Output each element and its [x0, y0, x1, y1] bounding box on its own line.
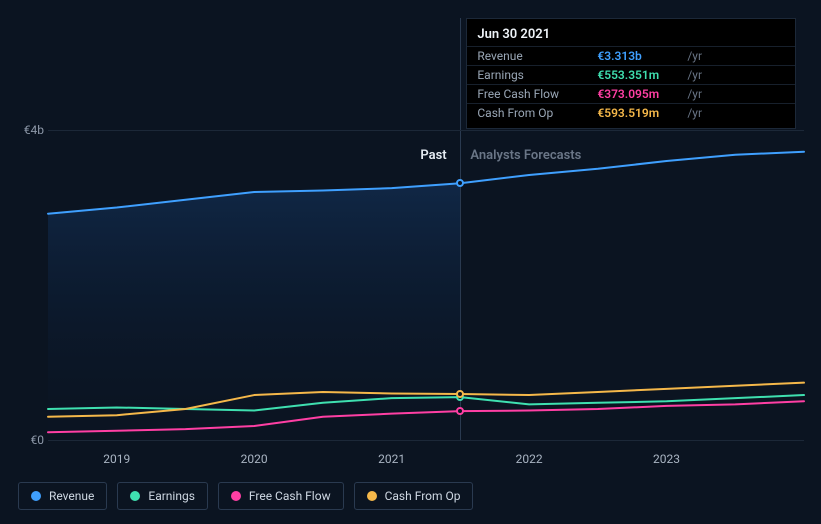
tooltip-unit: /yr [687, 86, 702, 102]
tooltip-label: Cash From Op [477, 105, 597, 121]
legend-swatch-icon [31, 491, 41, 501]
tooltip-row-cfo: Cash From Op€593.519m/yr [467, 103, 795, 122]
tooltip-label: Revenue [477, 48, 597, 64]
financials-chart: Jun 30 2021 Revenue€3.313b/yrEarnings€55… [0, 0, 821, 524]
tooltip-date: Jun 30 2021 [467, 25, 795, 46]
legend-label: Revenue [49, 489, 94, 503]
x-axis-label: 2020 [241, 452, 268, 466]
tooltip-unit: /yr [687, 105, 702, 121]
tooltip-row-fcf: Free Cash Flow€373.095m/yr [467, 84, 795, 103]
past-area-fill [48, 183, 460, 440]
x-axis-label: 2021 [378, 452, 405, 466]
tooltip-unit: /yr [687, 67, 702, 83]
gridline [48, 130, 804, 131]
legend-label: Free Cash Flow [249, 489, 331, 503]
x-axis-label: 2023 [653, 452, 680, 466]
marker-cfo [456, 390, 464, 398]
tooltip-rows: Revenue€3.313b/yrEarnings€553.351m/yrFre… [467, 46, 795, 122]
tooltip-value: €553.351m [597, 67, 687, 83]
tooltip-value: €373.095m [597, 86, 687, 102]
legend-swatch-icon [130, 491, 140, 501]
marker-revenue [456, 179, 464, 187]
x-axis-label: 2022 [516, 452, 543, 466]
chart-lines [48, 130, 804, 440]
gridline [48, 440, 804, 441]
tooltip-label: Free Cash Flow [477, 86, 597, 102]
legend-item-revenue[interactable]: Revenue [18, 482, 107, 510]
legend-swatch-icon [231, 491, 241, 501]
y-axis-label: €0 [31, 433, 45, 447]
y-axis-label: €4b [24, 123, 44, 137]
legend-item-cfo[interactable]: Cash From Op [354, 482, 474, 510]
tooltip-unit: /yr [687, 48, 702, 64]
legend: Revenue Earnings Free Cash Flow Cash From O… [18, 482, 473, 510]
section-label-forecast: Analysts Forecasts [470, 148, 581, 163]
legend-item-fcf[interactable]: Free Cash Flow [218, 482, 344, 510]
legend-item-earnings[interactable]: Earnings [117, 482, 208, 510]
legend-swatch-icon [367, 491, 377, 501]
section-label-past: Past [420, 148, 446, 163]
tooltip-row-revenue: Revenue€3.313b/yr [467, 46, 795, 65]
tooltip: Jun 30 2021 Revenue€3.313b/yrEarnings€55… [466, 18, 796, 129]
tooltip-value: €593.519m [597, 105, 687, 121]
tooltip-row-earnings: Earnings€553.351m/yr [467, 65, 795, 84]
x-axis-label: 2019 [103, 452, 130, 466]
tooltip-value: €3.313b [597, 48, 687, 64]
crosshair [460, 18, 461, 440]
marker-fcf [456, 407, 464, 415]
legend-label: Cash From Op [385, 489, 461, 503]
legend-label: Earnings [148, 489, 195, 503]
tooltip-label: Earnings [477, 67, 597, 83]
